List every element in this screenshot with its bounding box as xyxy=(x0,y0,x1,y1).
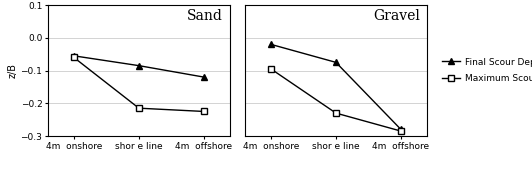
Maximum Scour Depth xyxy=(268,68,274,70)
Line: Maximum Scour Depth: Maximum Scour Depth xyxy=(268,66,404,134)
Final Scour Depth xyxy=(71,55,77,57)
Maximum Scour Depth xyxy=(398,130,404,132)
Text: Gravel: Gravel xyxy=(373,9,420,23)
Maximum Scour Depth xyxy=(332,112,339,114)
Final Scour Depth xyxy=(136,65,142,67)
Final Scour Depth xyxy=(398,129,404,131)
Final Scour Depth xyxy=(201,76,207,78)
Line: Final Scour Depth: Final Scour Depth xyxy=(71,53,206,80)
Line: Final Scour Depth: Final Scour Depth xyxy=(268,42,404,132)
Maximum Scour Depth xyxy=(71,56,77,58)
Maximum Scour Depth xyxy=(201,110,207,113)
Legend: Final Scour Depth, Maximum Scour Depth: Final Scour Depth, Maximum Scour Depth xyxy=(442,58,532,83)
Line: Maximum Scour Depth: Maximum Scour Depth xyxy=(71,55,206,114)
Final Scour Depth xyxy=(268,43,274,45)
Final Scour Depth xyxy=(332,61,339,63)
Maximum Scour Depth xyxy=(136,107,142,109)
Y-axis label: z/B: z/B xyxy=(7,63,18,78)
Text: Sand: Sand xyxy=(187,9,222,23)
